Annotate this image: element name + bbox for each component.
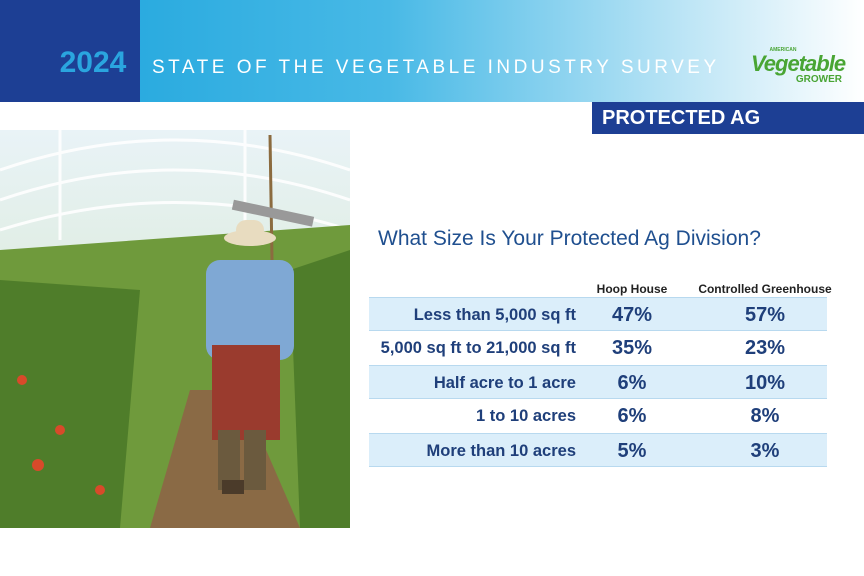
cell-value: 57% — [744, 304, 786, 326]
logo-main: Vegetable — [750, 51, 846, 76]
cell-value: 47% — [611, 304, 653, 326]
column-header: Controlled Greenhouse — [698, 282, 832, 296]
cell-value: 6% — [617, 372, 647, 394]
table-row: Less than 5,000 sq ft 47% 57% — [369, 297, 827, 331]
header-title: STATE OF THE VEGETABLE INDUSTRY SURVEY — [152, 57, 720, 78]
cell-value: 23% — [744, 337, 786, 359]
year: 2024 — [59, 46, 127, 79]
table-row: 5,000 sq ft to 21,000 sq ft 35% 23% — [369, 331, 827, 365]
table-row: 1 to 10 acres 6% 8% — [369, 399, 827, 433]
logo-bottom: GROWER — [795, 74, 842, 85]
row-label: Half acre to 1 acre — [433, 374, 576, 392]
cell-value: 8% — [750, 405, 780, 427]
row-label: 5,000 sq ft to 21,000 sq ft — [380, 339, 576, 357]
question-title: What Size Is Your Protected Ag Division? — [378, 227, 761, 250]
logo: AMERICAN Vegetable GROWER — [748, 48, 848, 85]
year-box — [0, 0, 140, 102]
cell-value: 35% — [611, 337, 653, 359]
logo-top: AMERICAN — [769, 47, 797, 53]
column-header: Hoop House — [596, 282, 668, 296]
table-row: More than 10 acres 5% 3% — [369, 433, 827, 467]
header-band — [0, 0, 864, 102]
cell-value: 5% — [617, 440, 647, 462]
row-label: Less than 5,000 sq ft — [413, 306, 576, 324]
cell-value: 6% — [617, 405, 647, 427]
cell-value: 10% — [744, 372, 786, 394]
section-banner: PROTECTED AG — [592, 102, 864, 134]
photo — [0, 130, 350, 528]
row-label: 1 to 10 acres — [476, 407, 576, 425]
row-label: More than 10 acres — [426, 442, 576, 460]
table-row: Half acre to 1 acre 6% 10% — [369, 365, 827, 399]
cell-value: 3% — [750, 440, 780, 462]
